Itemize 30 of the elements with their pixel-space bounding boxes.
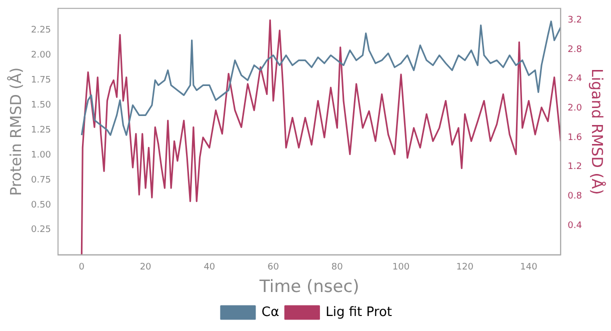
y2-tick-label: 3.2	[568, 15, 582, 26]
y2-tick-label: 0.8	[568, 191, 582, 202]
y-axis-title: Protein RMSD (Å)	[6, 67, 25, 196]
legend-label: Lig fit Prot	[326, 304, 392, 320]
y-tick-label: 2.00	[30, 50, 52, 61]
x-tick-label: 100	[392, 262, 410, 273]
x-axis-title: Time (nsec)	[258, 277, 360, 298]
x-tick-label: 60	[268, 262, 280, 273]
y2-axis-title: Ligand RMSD (Å)	[588, 68, 606, 195]
y2-tick-label: 1.2	[568, 162, 582, 172]
y2-tick-label: 1.6	[568, 132, 582, 143]
x-tick-label: 20	[140, 262, 152, 273]
y2-tick-label: 2.0	[568, 103, 582, 114]
y-tick-label: 1.00	[30, 150, 52, 160]
y-tick-label: 1.50	[30, 100, 52, 111]
y2-tick-label: 2.4	[568, 74, 582, 84]
y2-tick-label: 2.8	[568, 44, 582, 55]
y2-tick-label: 0.4	[568, 220, 582, 231]
y-tick-label: 1.25	[30, 125, 52, 136]
y-tick-label: 0.75	[30, 175, 52, 186]
y-tick-label: 2.25	[30, 26, 52, 36]
y-tick-label: 1.75	[30, 76, 52, 86]
y-tick-label: 0.25	[30, 225, 52, 236]
x-tick-label: 120	[456, 262, 474, 273]
y-tick-label: 0.50	[30, 200, 52, 210]
x-tick-label: 80	[331, 262, 344, 273]
x-tick-label: 40	[204, 262, 216, 273]
legend-label: Cα	[261, 304, 280, 320]
x-tick-label: 0	[78, 262, 85, 273]
x-tick-label: 140	[520, 262, 538, 273]
